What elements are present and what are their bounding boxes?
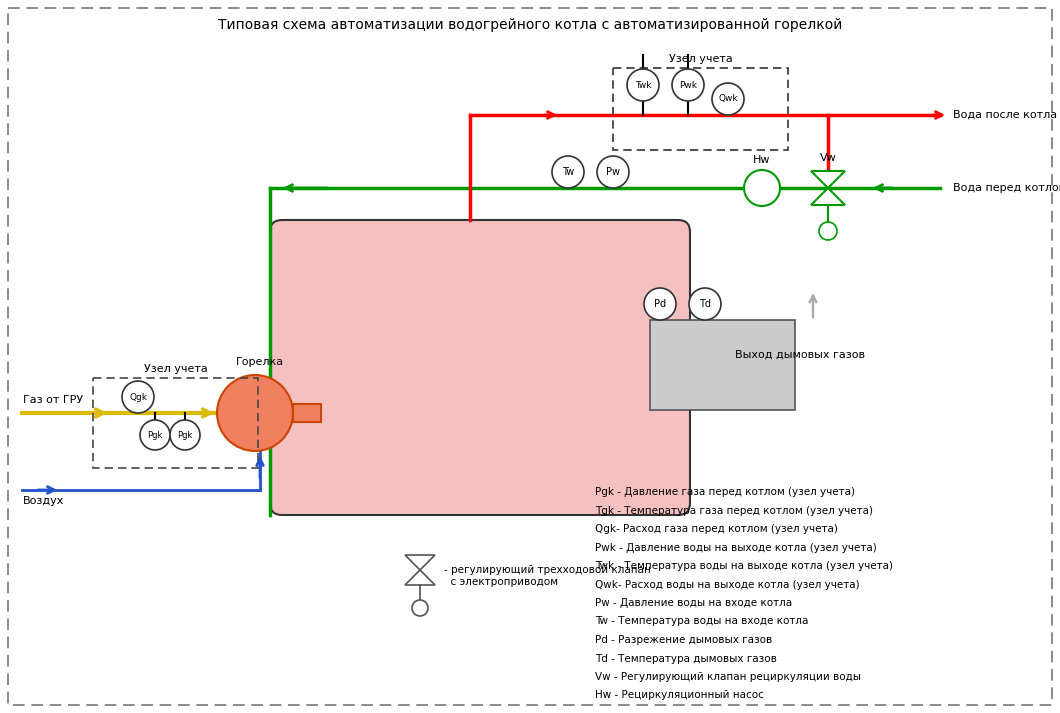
Text: Pd - Разрежение дымовых газов: Pd - Разрежение дымовых газов xyxy=(595,635,773,645)
Circle shape xyxy=(628,69,659,101)
Circle shape xyxy=(597,156,629,188)
Circle shape xyxy=(412,600,428,616)
Bar xyxy=(650,320,795,410)
Circle shape xyxy=(819,222,837,240)
Text: Узел учета: Узел учета xyxy=(143,364,208,374)
Bar xyxy=(93,378,258,468)
Text: - регулирующий трехходовой клапан
  с электроприводом: - регулирующий трехходовой клапан с элек… xyxy=(444,565,651,587)
Text: Twk: Twk xyxy=(635,81,651,90)
Text: Pw - Давление воды на входе котла: Pw - Давление воды на входе котла xyxy=(595,598,792,608)
Text: Pwk - Давление воды на выходе котла (узел учета): Pwk - Давление воды на выходе котла (узе… xyxy=(595,543,877,553)
Text: Pd: Pd xyxy=(654,299,666,309)
Circle shape xyxy=(170,420,200,450)
Circle shape xyxy=(712,83,744,115)
Text: Hw - Рециркуляционный насос: Hw - Рециркуляционный насос xyxy=(595,690,764,700)
Circle shape xyxy=(552,156,584,188)
Polygon shape xyxy=(811,171,845,188)
Circle shape xyxy=(689,288,721,320)
Text: Типовая схема автоматизации водогрейного котла с автоматизированной горелкой: Типовая схема автоматизации водогрейного… xyxy=(217,18,843,32)
Text: Узел учета: Узел учета xyxy=(669,54,732,64)
Circle shape xyxy=(122,381,154,413)
Text: Pwk: Pwk xyxy=(679,81,697,90)
Text: Воздух: Воздух xyxy=(23,496,65,506)
Text: Вода перед котлом: Вода перед котлом xyxy=(953,183,1060,193)
Text: Tgk - Температура газа перед котлом (узел учета): Tgk - Температура газа перед котлом (узе… xyxy=(595,506,873,515)
Circle shape xyxy=(744,170,780,206)
Text: Выход дымовых газов: Выход дымовых газов xyxy=(735,350,865,360)
FancyBboxPatch shape xyxy=(270,220,690,515)
Text: Pgk: Pgk xyxy=(177,431,193,439)
Text: Vw: Vw xyxy=(819,153,836,163)
Circle shape xyxy=(217,375,293,451)
Text: Qwk: Qwk xyxy=(719,95,738,103)
Text: Tw: Tw xyxy=(562,167,575,177)
Text: Twk - Температура воды на выходе котла (узел учета): Twk - Температура воды на выходе котла (… xyxy=(595,561,893,571)
Text: Qgk- Расход газа перед котлом (узел учета): Qgk- Расход газа перед котлом (узел учет… xyxy=(595,524,837,534)
Polygon shape xyxy=(405,570,435,585)
Text: Qwk- Расход воды на выходе котла (узел учета): Qwk- Расход воды на выходе котла (узел у… xyxy=(595,580,860,590)
Polygon shape xyxy=(811,188,845,205)
Text: Pgk: Pgk xyxy=(147,431,162,439)
Text: Td - Температура дымовых газов: Td - Температура дымовых газов xyxy=(595,654,777,664)
Bar xyxy=(293,404,321,422)
Circle shape xyxy=(644,288,676,320)
Bar xyxy=(613,68,788,150)
Text: Pgk - Давление газа перед котлом (узел учета): Pgk - Давление газа перед котлом (узел у… xyxy=(595,487,855,497)
Circle shape xyxy=(672,69,704,101)
Text: Vw - Регулирующий клапан рециркуляции воды: Vw - Регулирующий клапан рециркуляции во… xyxy=(595,672,861,682)
Text: Tw - Температура воды на входе котла: Tw - Температура воды на входе котла xyxy=(595,617,809,627)
Text: Hw: Hw xyxy=(754,155,771,165)
Text: Газ от ГРУ: Газ от ГРУ xyxy=(23,395,83,405)
Text: Td: Td xyxy=(699,299,711,309)
Circle shape xyxy=(140,420,170,450)
Text: Pw: Pw xyxy=(606,167,620,177)
Text: Вода после котла: Вода после котла xyxy=(953,110,1057,120)
Text: Qgk: Qgk xyxy=(129,392,147,401)
Polygon shape xyxy=(405,555,435,570)
Text: Горелка: Горелка xyxy=(236,357,284,367)
